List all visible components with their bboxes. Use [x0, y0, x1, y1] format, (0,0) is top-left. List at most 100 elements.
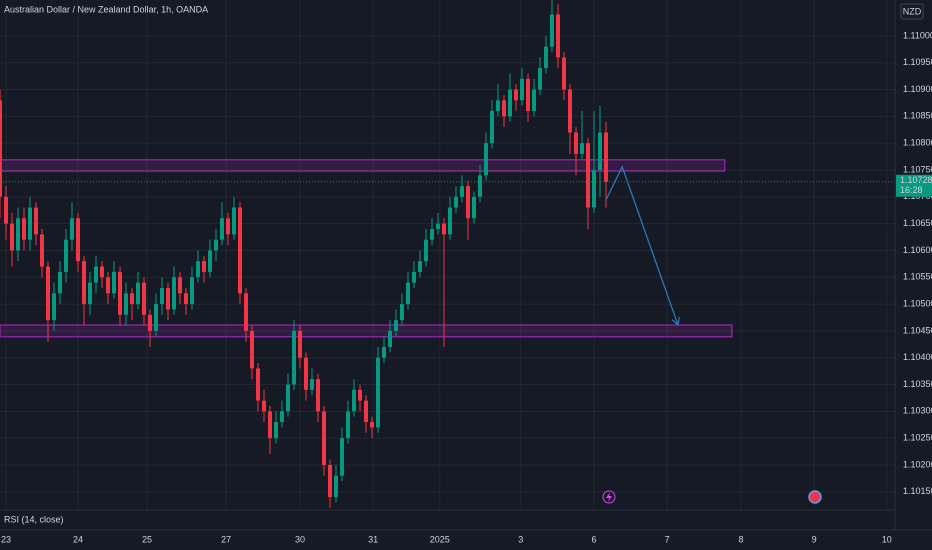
candle-body	[327, 464, 332, 498]
price-tick-label: 1.10350	[903, 379, 932, 389]
candle-body	[69, 218, 74, 240]
candle-body	[441, 223, 446, 235]
candles	[0, 0, 608, 508]
candle-body	[381, 346, 386, 358]
candle-body	[87, 282, 92, 305]
candle-body	[237, 207, 242, 294]
countdown-label: 16:28	[900, 185, 923, 195]
candle-body	[93, 266, 98, 283]
price-tick-label: 1.10450	[903, 325, 932, 335]
candle-body	[231, 207, 236, 235]
event-icon[interactable]	[808, 490, 822, 504]
candle-body	[153, 304, 158, 331]
candle-body	[81, 261, 86, 305]
candle-body	[429, 228, 434, 240]
candle-body	[519, 78, 524, 101]
candle-body	[447, 207, 452, 235]
price-zone	[0, 159, 726, 172]
candle-body	[399, 304, 404, 321]
candle-body	[363, 400, 368, 423]
candle-body	[603, 132, 608, 182]
candle-body	[171, 277, 176, 310]
candle-body	[375, 357, 380, 428]
candle-body	[417, 261, 422, 272]
price-tick-label: 1.11000	[903, 30, 932, 40]
candle-body	[147, 314, 152, 331]
candle-body	[357, 389, 362, 401]
price-tick-label: 1.10150	[903, 486, 932, 496]
candle-body	[117, 271, 122, 315]
candle-body	[165, 287, 170, 310]
candle-body	[177, 277, 182, 294]
time-tick-label: 3	[518, 534, 523, 544]
candle-body	[405, 282, 410, 305]
candle-body	[297, 330, 302, 358]
overlay	[0, 165, 895, 327]
candle-body	[573, 132, 578, 154]
grid	[0, 0, 895, 510]
candle-body	[351, 389, 356, 412]
candle-body	[453, 196, 458, 208]
candle-body	[195, 261, 200, 278]
candle-body	[57, 271, 62, 294]
price-tick-label: 1.10400	[903, 352, 932, 362]
currency-button[interactable]	[900, 3, 924, 20]
candle-body	[555, 14, 560, 58]
candle-body	[303, 357, 308, 390]
candle-body	[9, 223, 14, 251]
time-tick-label: 25	[142, 534, 152, 544]
candle-body	[159, 287, 164, 305]
event-icon-glyph	[606, 492, 612, 502]
price-tick-label: 1.10800	[903, 138, 932, 148]
time-tick-label: 10	[882, 534, 892, 544]
price-tick-label: 1.10900	[903, 84, 932, 94]
candle-body	[321, 411, 326, 465]
candle-body	[501, 100, 506, 117]
price-tick-label: 1.10200	[903, 459, 932, 469]
candle-body	[219, 218, 224, 240]
candle-body	[369, 422, 374, 428]
price-tick-label: 1.10550	[903, 272, 932, 282]
candle-body	[513, 89, 518, 101]
trend-arrow	[605, 165, 679, 326]
candle-body	[45, 266, 50, 321]
candle-body	[597, 132, 602, 170]
candle-body	[285, 384, 290, 412]
candle-body	[507, 89, 512, 117]
price-zone	[0, 324, 733, 338]
candle-body	[33, 207, 38, 235]
last-price-label: 1.10728	[900, 175, 932, 185]
time-tick-label: 9	[812, 534, 817, 544]
zones	[0, 159, 733, 338]
candle-body	[75, 218, 80, 262]
candle-body	[129, 293, 134, 305]
candle-body	[3, 196, 8, 224]
candle-body	[309, 379, 314, 390]
candle-body	[267, 411, 272, 439]
candle-body	[393, 320, 398, 331]
candle-body	[465, 186, 470, 219]
candle-body	[435, 223, 440, 229]
time-tick-label: 7	[665, 534, 670, 544]
candle-body	[291, 330, 296, 385]
candle-body	[183, 293, 188, 305]
candle-body	[495, 100, 500, 112]
candle-body	[345, 411, 350, 439]
candle-body	[255, 368, 260, 401]
price-tick-label: 1.10950	[903, 57, 932, 67]
candle-body	[279, 411, 284, 423]
candle-body	[477, 175, 482, 197]
last-price-box	[896, 174, 932, 197]
candle-body	[225, 218, 230, 235]
candle-body	[315, 379, 320, 412]
candle-body	[537, 68, 542, 90]
currency-label[interactable]: NZD	[903, 6, 922, 16]
candle-body	[489, 111, 494, 144]
candle-body	[213, 239, 218, 251]
candle-body	[471, 196, 476, 219]
candle-body	[411, 271, 416, 283]
candle-body	[543, 46, 548, 69]
candle-body	[243, 293, 248, 331]
